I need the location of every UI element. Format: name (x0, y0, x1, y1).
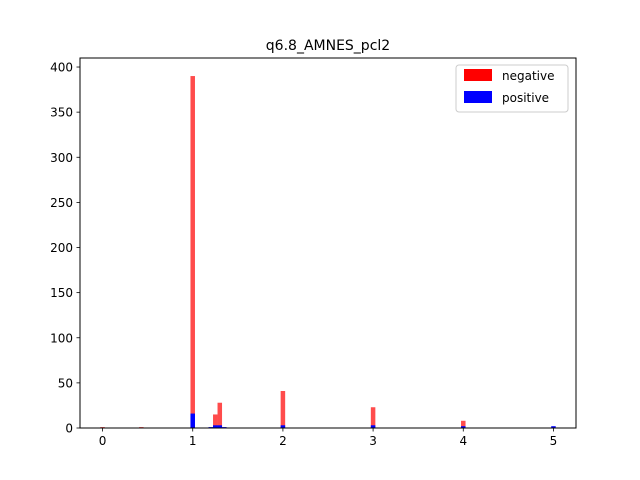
bar-negative-2 (190, 76, 195, 429)
y-tick-label: 100 (50, 331, 73, 345)
bar-negative-5 (280, 391, 286, 428)
legend-label-negative: negative (502, 69, 554, 83)
bar-positive-5 (280, 425, 286, 428)
x-tick-label: 0 (99, 434, 107, 448)
y-tick-label: 200 (50, 241, 73, 255)
plot-frame (79, 57, 577, 429)
x-tick-label: 5 (550, 434, 558, 448)
bar-negative-3 (213, 414, 218, 428)
bar-positive-3 (217, 425, 223, 428)
chart-title: q6.8_AMNES_pcl2 (266, 38, 390, 54)
bar-positive-8 (551, 426, 556, 428)
legend: negative positive (455, 64, 569, 113)
bars-layer (100, 76, 556, 429)
bar-positive-6 (370, 425, 376, 428)
y-tick-label: 400 (50, 61, 73, 75)
bar-positive-7 (461, 426, 466, 428)
legend-label-positive: positive (502, 91, 549, 105)
bar-positive-0 (190, 413, 195, 428)
x-tick-label: 1 (189, 434, 197, 448)
x-tick-label: 2 (279, 434, 287, 448)
y-tick-label: 350 (50, 106, 73, 120)
y-tick-label: 150 (50, 286, 73, 300)
x-tick-label: 4 (459, 434, 467, 448)
y-tick-label: 50 (58, 376, 73, 390)
bar-negative-4 (217, 402, 223, 428)
legend-swatch-negative (464, 69, 492, 81)
y-tick-label: 300 (50, 151, 73, 165)
bar-negative-6 (370, 407, 376, 428)
legend-swatch-positive (464, 91, 492, 103)
bar-positive-2 (213, 425, 218, 428)
x-tick-label: 3 (369, 434, 377, 448)
bar-negative-7 (461, 420, 466, 428)
y-tick-label: 250 (50, 196, 73, 210)
y-tick-label: 0 (65, 422, 73, 436)
